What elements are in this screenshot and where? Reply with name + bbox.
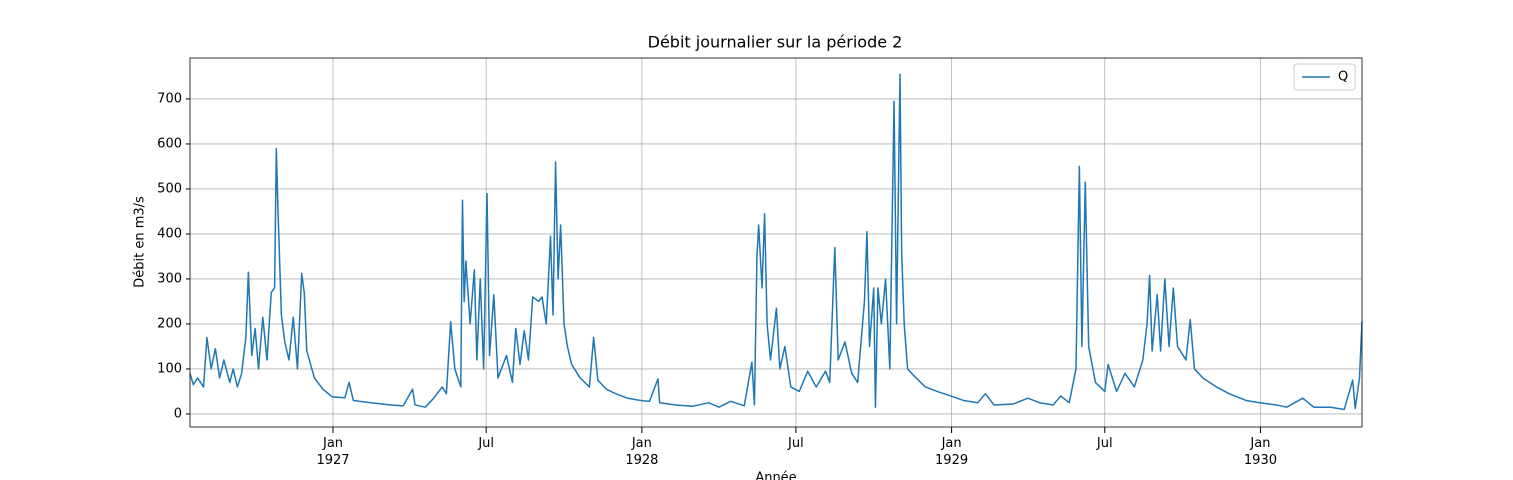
x-tick-label: Jan 1930 bbox=[1244, 436, 1277, 468]
data-line bbox=[189, 73, 1363, 411]
plot-frame bbox=[189, 57, 1363, 428]
x-tick-label: Jan 1929 bbox=[935, 436, 968, 468]
x-tick-label: Jan 1927 bbox=[316, 436, 349, 468]
x-tick-label: Jul bbox=[477, 436, 494, 451]
y-tick-label: 200 bbox=[157, 316, 182, 331]
y-tick-label: 700 bbox=[157, 91, 182, 106]
y-tick-label: 500 bbox=[157, 181, 182, 196]
y-tick-label: 400 bbox=[157, 226, 182, 241]
chart-title: Débit journalier sur la période 2 bbox=[648, 33, 903, 52]
y-tick-label: 600 bbox=[157, 136, 182, 151]
x-axis-label: Année bbox=[755, 471, 796, 480]
legend-label: Q bbox=[1338, 70, 1348, 85]
y-tick-label: 100 bbox=[157, 361, 182, 376]
y-tick-label: 0 bbox=[174, 406, 182, 421]
y-axis-label: Débit en m3/s bbox=[133, 196, 148, 288]
y-tick-label: 300 bbox=[157, 271, 182, 286]
x-tick-label: Jul bbox=[787, 436, 804, 451]
x-tick-label: Jan 1928 bbox=[625, 436, 658, 468]
x-tick-label: Jul bbox=[1096, 436, 1113, 451]
